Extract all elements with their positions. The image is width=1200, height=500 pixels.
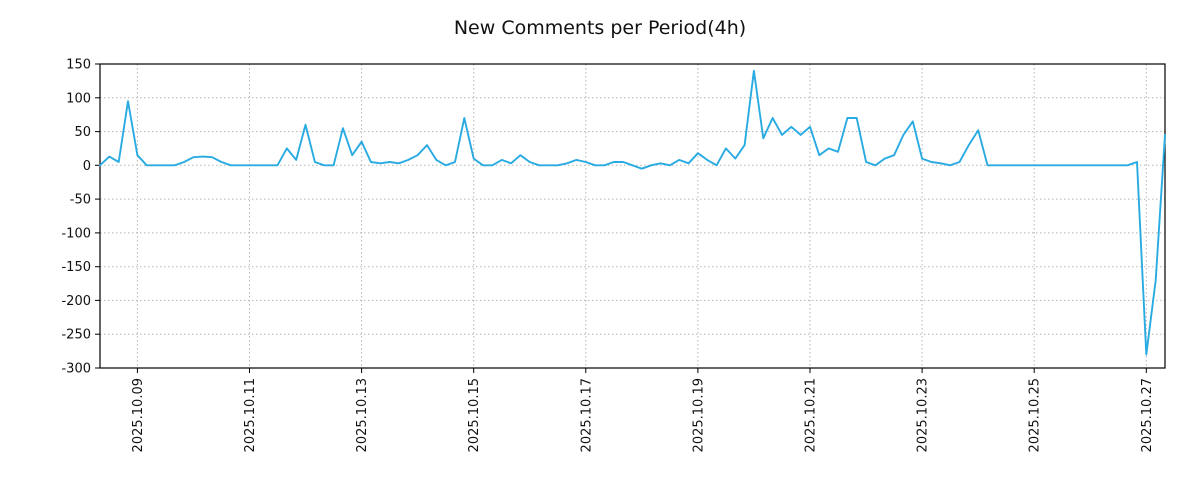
y-tick-label: 150 — [66, 58, 91, 73]
y-tick-label: 50 — [74, 125, 91, 140]
y-tick-label: -300 — [61, 362, 91, 377]
y-tick-label: -50 — [70, 193, 91, 208]
x-tick-label: 2025.10.23 — [916, 378, 931, 452]
x-tick-label: 2025.10.25 — [1028, 378, 1043, 452]
y-tick-label: -250 — [61, 328, 91, 343]
x-tick-label: 2025.10.17 — [579, 378, 594, 452]
x-tick-label: 2025.10.11 — [243, 378, 258, 452]
series-line — [99, 69, 1166, 356]
x-tick-label: 2025.10.15 — [467, 378, 482, 452]
axis-layer: 150 100 50 0 -50 -100 -150 -200 -250 -300 2025.10.… — [61, 58, 1166, 452]
x-tick-label: 2025.10.21 — [804, 378, 819, 452]
y-tick-label: -100 — [61, 226, 91, 241]
y-tick-label: 100 — [66, 91, 91, 106]
grid-layer — [100, 63, 1165, 369]
y-tick-label: -150 — [61, 260, 91, 275]
x-tick-label: 2025.10.13 — [355, 378, 370, 452]
series-layer — [99, 69, 1166, 356]
x-tick-label: 2025.10.09 — [131, 378, 146, 452]
chart-title: New Comments per Period(4h) — [454, 17, 746, 39]
y-tick-label: -200 — [61, 294, 91, 309]
y-tick-label: 0 — [83, 159, 91, 174]
x-tick-label: 2025.10.27 — [1140, 378, 1155, 452]
plot-frame — [99, 63, 1166, 369]
x-tick-label: 2025.10.19 — [691, 378, 706, 452]
